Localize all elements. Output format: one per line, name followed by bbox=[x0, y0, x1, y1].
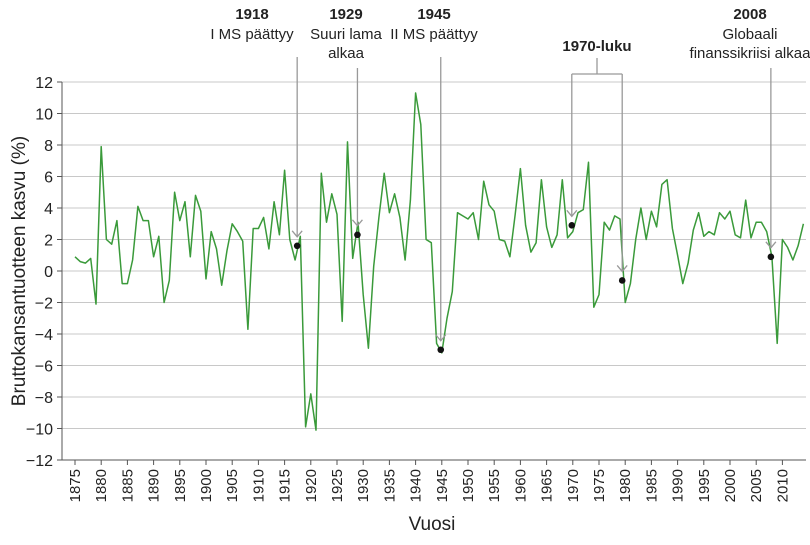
x-tick-label: 1965 bbox=[539, 469, 556, 502]
y-axis-label: Bruttokansantuotteen kasvu (%) bbox=[9, 136, 30, 406]
annotation-text: I MS päättyy bbox=[210, 26, 294, 43]
y-tick-label: −8 bbox=[35, 390, 53, 407]
x-tick-label: 1930 bbox=[355, 469, 372, 502]
annotation-title: 1945 bbox=[417, 6, 450, 23]
arrow-head-icon bbox=[435, 334, 447, 342]
annotation-title: 2008 bbox=[733, 6, 766, 23]
event-marker bbox=[568, 222, 576, 229]
y-tick-label: −12 bbox=[26, 453, 53, 470]
annotation-text: Suuri lama bbox=[310, 26, 382, 43]
y-tick-label: 8 bbox=[44, 138, 53, 155]
annotation-text: II MS päättyy bbox=[390, 26, 478, 43]
x-tick-label: 1945 bbox=[434, 469, 451, 502]
arrow-head-icon bbox=[616, 265, 628, 273]
x-tick-label: 1895 bbox=[172, 469, 189, 502]
x-tick-label: 1950 bbox=[460, 469, 477, 502]
annotation-text: alkaa bbox=[328, 45, 365, 62]
y-tick-label: 12 bbox=[35, 75, 53, 92]
x-tick-label: 1885 bbox=[119, 469, 136, 502]
grid-lines bbox=[62, 81, 806, 461]
arrow-head-icon bbox=[351, 219, 363, 227]
y-tick-label: −6 bbox=[35, 359, 53, 376]
annotation-title: 1918 bbox=[235, 6, 268, 23]
annotation-text: Globaali bbox=[722, 26, 777, 43]
x-tick-label: 1955 bbox=[486, 469, 503, 502]
event-marker bbox=[767, 253, 775, 261]
x-tick-label: 1910 bbox=[250, 469, 267, 502]
axes bbox=[57, 81, 806, 465]
annotation-text: finanssikriisi alkaa bbox=[690, 45, 810, 62]
x-tick-label: 1995 bbox=[696, 469, 713, 502]
x-tick-label: 1985 bbox=[643, 469, 660, 502]
x-tick-label: 1990 bbox=[670, 469, 687, 502]
x-tick-label: 1875 bbox=[67, 469, 84, 502]
x-tick-label: 1960 bbox=[512, 469, 529, 502]
tick-labels: −12 −10 −8 −6 −4 −2 0 2 4 6 8 10 12 1875 1880 1885 1890 1… bbox=[26, 75, 792, 502]
y-tick-label: −4 bbox=[35, 327, 53, 344]
arrow-head-icon bbox=[765, 241, 777, 249]
y-tick-label: 2 bbox=[44, 233, 53, 250]
x-tick-label: 2000 bbox=[722, 469, 739, 502]
x-tick-label: 1890 bbox=[146, 469, 163, 502]
y-tick-label: −10 bbox=[26, 422, 53, 439]
y-tick-label: 0 bbox=[44, 264, 53, 281]
arrow-head-icon bbox=[566, 209, 578, 218]
event-marker bbox=[293, 242, 301, 250]
event-marker bbox=[618, 277, 626, 284]
gdp-growth-line bbox=[74, 92, 805, 431]
event-marker bbox=[437, 346, 445, 354]
x-tick-label: 1920 bbox=[303, 469, 320, 502]
y-tick-label: −2 bbox=[35, 296, 53, 313]
event-marker bbox=[354, 231, 361, 239]
x-tick-label: 1980 bbox=[617, 469, 634, 502]
annotation-title: 1970-luku bbox=[562, 38, 631, 55]
x-tick-label: 1975 bbox=[591, 469, 608, 502]
x-tick-label: 2010 bbox=[774, 469, 791, 502]
x-tick-label: 1935 bbox=[381, 469, 398, 502]
x-tick-label: 1925 bbox=[329, 469, 346, 502]
x-tick-label: 2005 bbox=[748, 469, 765, 502]
x-tick-label: 1880 bbox=[93, 469, 110, 502]
series bbox=[74, 92, 805, 431]
annotation-title: 1929 bbox=[329, 6, 362, 23]
x-tick-label: 1970 bbox=[565, 469, 582, 502]
x-tick-label: 1905 bbox=[224, 469, 241, 502]
annotations: 1918 I MS päättyy 1929 Suuri lama alkaa 1945 I… bbox=[210, 6, 810, 354]
y-tick-label: 6 bbox=[44, 170, 53, 187]
arrow-head-icon bbox=[291, 230, 303, 238]
x-tick-label: 1940 bbox=[408, 469, 425, 502]
x-tick-label: 1900 bbox=[198, 469, 215, 502]
x-axis-label: Vuosi bbox=[409, 514, 456, 535]
x-tick-label: 1915 bbox=[277, 469, 294, 502]
y-tick-label: 4 bbox=[44, 201, 53, 218]
y-tick-label: 10 bbox=[35, 107, 53, 124]
